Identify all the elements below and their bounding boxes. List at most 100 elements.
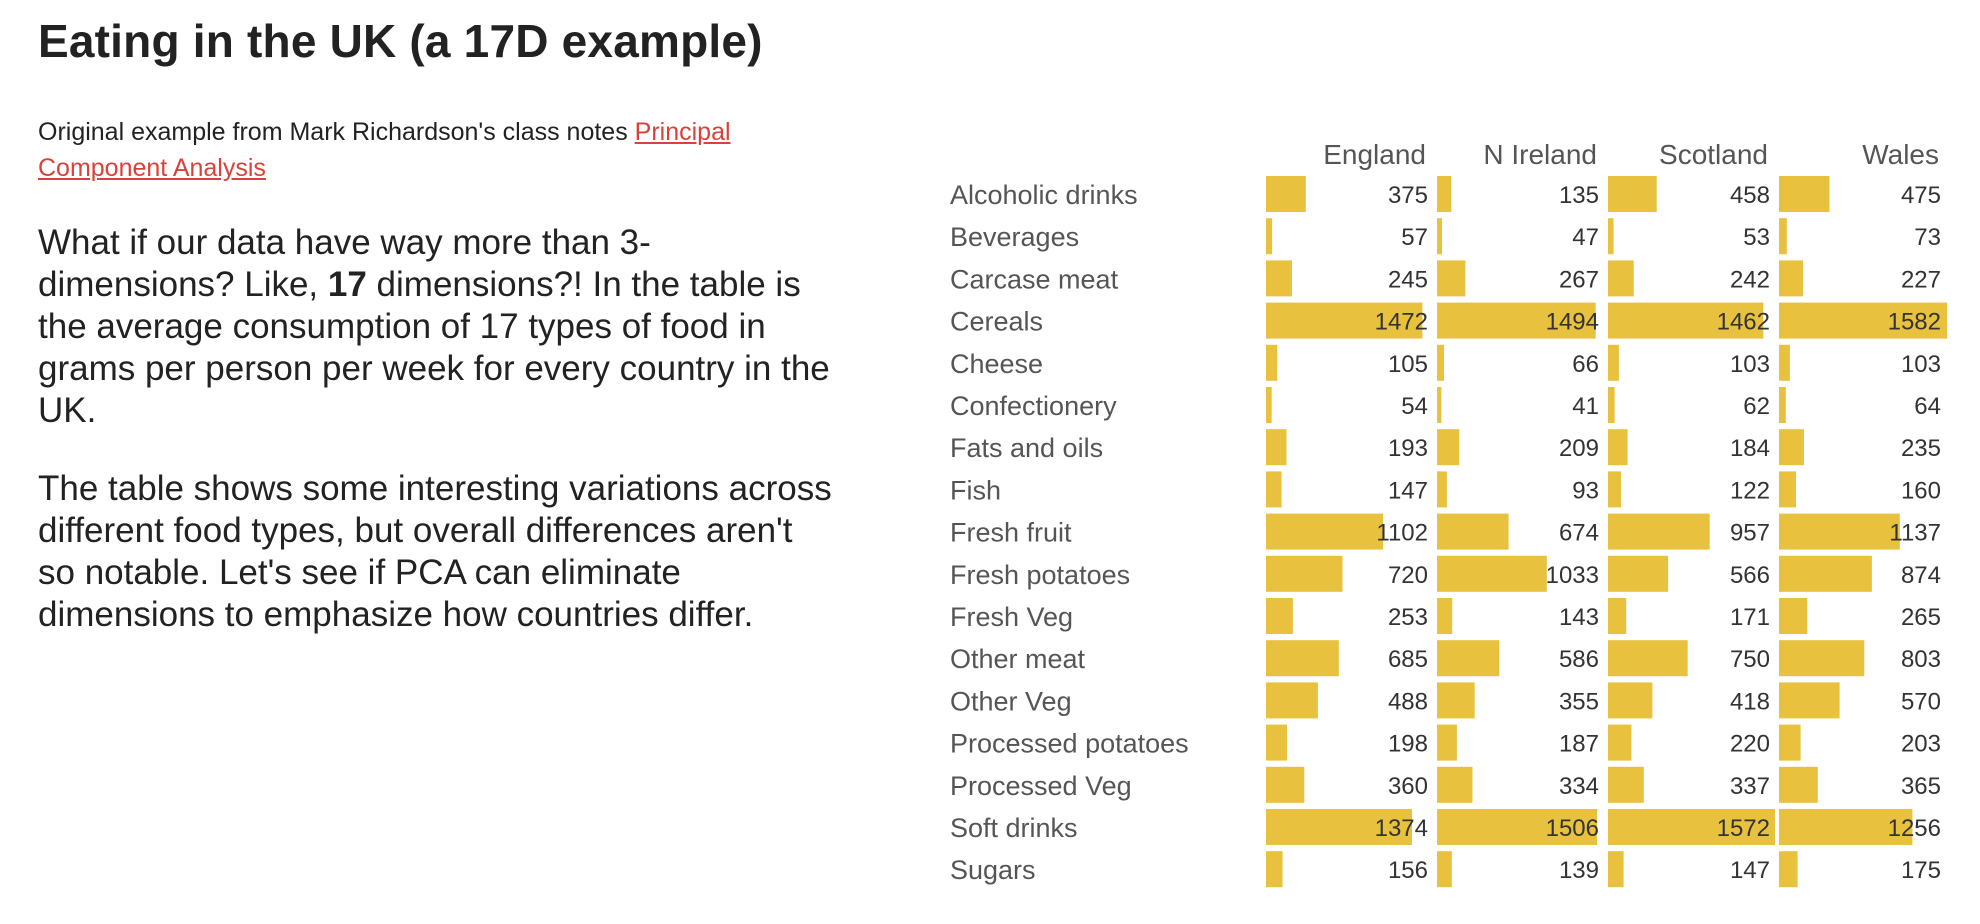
value-label: 1102 [1376,520,1428,547]
table-row: Fish 147 93 122 160 [950,471,1941,508]
value-label: 458 [1730,182,1770,209]
bar [1779,682,1840,719]
bar [1608,513,1710,550]
table-row: Confectionery 54 41 62 64 [950,387,1941,423]
value-label: 147 [1388,477,1428,504]
bar [1266,176,1306,212]
bar [1779,766,1818,803]
bar [1779,640,1865,677]
bar [1266,344,1278,381]
value-label: 93 [1572,477,1599,504]
bar [1266,555,1343,592]
value-label: 143 [1559,604,1599,631]
value-label: 360 [1388,773,1428,800]
table-row: Fresh potatoes 720 1033 566 874 [950,555,1941,592]
value-label: 122 [1730,477,1770,504]
value-label: 365 [1901,773,1941,800]
bar [1266,598,1293,634]
bar [1437,344,1444,381]
value-label: 135 [1559,182,1599,209]
row-label: Confectionery [950,391,1117,421]
bar [1608,682,1653,719]
value-label: 171 [1730,604,1770,631]
value-label: 220 [1730,731,1770,758]
value-label: 1506 [1546,815,1599,842]
value-label: 1572 [1717,815,1770,842]
value-label: 105 [1388,351,1428,378]
bar [1437,387,1442,423]
row-label: Beverages [950,222,1079,252]
table-row: Processed Veg 360 334 337 365 [950,766,1941,803]
row-label: Cereals [950,307,1043,337]
value-label: 245 [1388,266,1428,293]
table-row: Processed potatoes 198 187 220 203 [950,724,1941,761]
column-header: England [1323,139,1426,170]
value-label: 334 [1559,773,1599,800]
pca-paragraph: The table shows some interesting variati… [38,469,832,634]
bar [1437,513,1509,550]
bar [1779,555,1872,592]
value-label: 62 [1743,393,1770,420]
value-label: 139 [1559,857,1599,884]
value-label: 488 [1388,688,1428,715]
value-label: 265 [1901,604,1941,631]
page-title: Eating in the UK (a 17D example) [38,15,763,67]
pca-link[interactable]: Principal Component Analysis [38,118,731,182]
bar [1608,555,1669,592]
bar [1779,851,1798,888]
value-label: 803 [1901,646,1941,673]
table-row: Fats and oils 193 209 184 235 [950,429,1941,466]
bar [1608,387,1615,423]
value-label: 720 [1388,562,1428,589]
row-label: Processed potatoes [950,729,1189,759]
bar [1266,513,1384,550]
bar [1266,218,1273,255]
bar [1266,640,1339,677]
value-label: 253 [1388,604,1428,631]
bar [1608,724,1632,761]
table-row: Soft drinks 1374 1506 1572 1256 [950,809,1941,845]
value-label: 160 [1901,477,1941,504]
row-label: Fish [950,475,1001,505]
source-prefix: Original example from Mark Richardson's … [38,118,635,146]
row-label: Fresh fruit [950,518,1072,548]
value-label: 1033 [1546,562,1599,589]
bar [1608,471,1621,508]
bar [1437,429,1460,466]
value-label: 242 [1730,266,1770,293]
table-row: Fresh fruit 1102 674 957 1137 [950,513,1941,550]
bar [1437,766,1473,803]
value-label: 54 [1401,393,1428,420]
table-row: Beverages 57 47 53 73 [950,218,1941,255]
bar [1779,387,1786,423]
bar [1608,260,1634,297]
bar [1779,218,1787,255]
value-label: 1494 [1546,309,1599,336]
bar [1779,513,1900,550]
value-label: 674 [1559,520,1599,547]
bar [1608,429,1628,466]
bar [1779,429,1804,466]
row-label: Soft drinks [950,813,1078,843]
bar [1266,429,1287,466]
table-row: Other Veg 488 355 418 570 [950,682,1941,719]
row-label: Sugars [950,855,1036,885]
bar [1266,724,1287,761]
value-label: 570 [1901,688,1941,715]
intro-text-end: dimensions?! In the table is the average… [38,265,830,430]
table-row: Sugars 156 139 147 175 [950,851,1941,888]
value-label: 103 [1730,351,1770,378]
value-label: 566 [1730,562,1770,589]
value-label: 355 [1559,688,1599,715]
value-label: 64 [1914,393,1941,420]
bar [1437,555,1547,592]
value-label: 235 [1901,435,1941,462]
bar [1437,302,1596,339]
value-label: 57 [1401,224,1428,251]
bar [1779,598,1808,634]
table-row: Carcase meat 245 267 242 227 [950,260,1941,297]
value-label: 1256 [1888,815,1941,842]
bar [1437,471,1447,508]
bar [1779,471,1796,508]
bar [1266,471,1282,508]
